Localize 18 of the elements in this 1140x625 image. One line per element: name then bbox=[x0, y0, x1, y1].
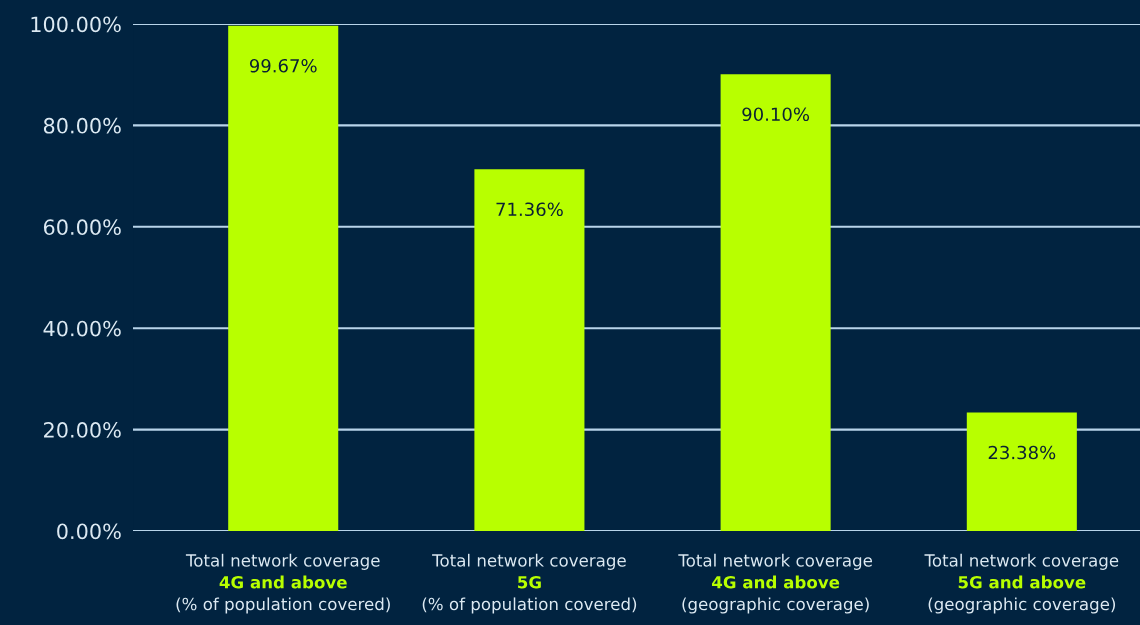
bar bbox=[474, 169, 585, 531]
bar bbox=[228, 25, 339, 531]
data-label: 23.38% bbox=[988, 445, 1056, 460]
y-tick-label: 20.00% bbox=[44, 422, 121, 438]
y-tick-label: 100.00% bbox=[31, 16, 121, 33]
y-tick-label: 60.00% bbox=[43, 219, 121, 236]
data-label: 71.36% bbox=[496, 202, 563, 217]
y-tick-label: 0.00% bbox=[57, 523, 121, 540]
data-label: 90.10% bbox=[742, 107, 810, 122]
bar bbox=[966, 412, 1077, 531]
y-tick-label: 40.00% bbox=[43, 320, 121, 337]
x-tick-label: Total network coverage 5G and above (geographic coverage) bbox=[924, 553, 1119, 614]
x-tick-label: Total network coverage 5G (% of population covered) bbox=[422, 553, 637, 614]
x-tick-label: Total network coverage 4G and above (geographic coverage) bbox=[678, 553, 873, 614]
y-tick-label: 80.00% bbox=[43, 117, 121, 134]
x-tick-label: Total network coverage 4G and above (% of population covered) bbox=[176, 553, 390, 614]
bar bbox=[720, 74, 831, 531]
data-label: 99.67% bbox=[249, 58, 317, 73]
